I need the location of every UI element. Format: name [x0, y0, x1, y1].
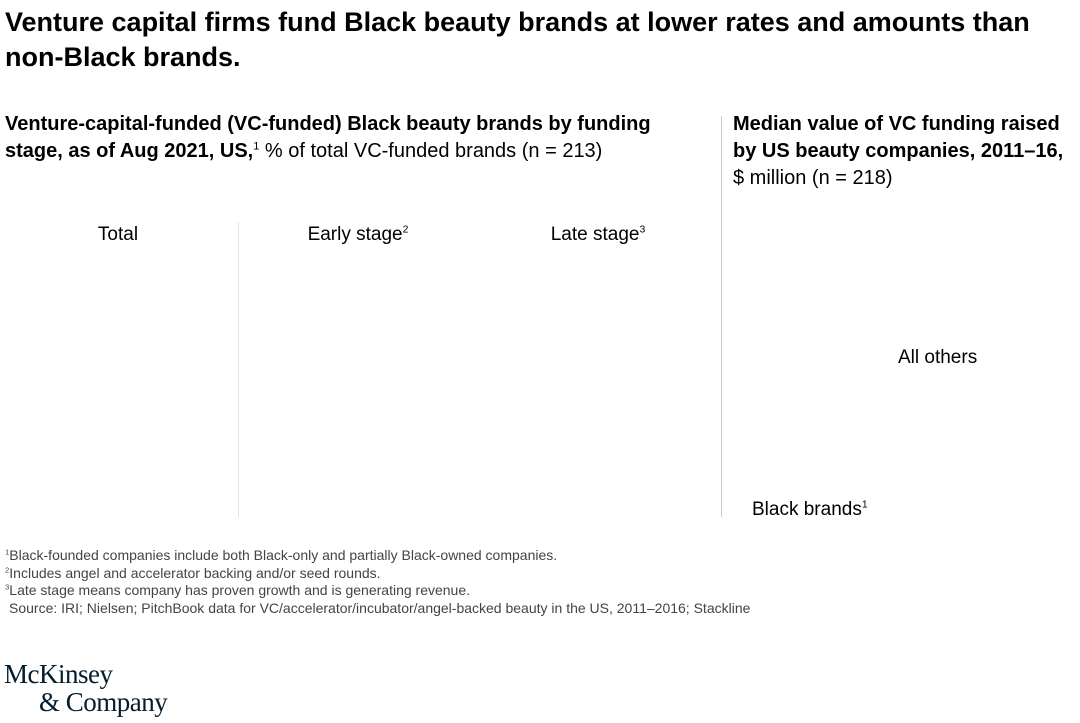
superscript: 3 [5, 582, 10, 592]
logo-line: & Company [39, 687, 168, 717]
label: Late stage [550, 224, 640, 245]
superscript: 3 [639, 224, 646, 236]
left-heading: Venture-capital-funded (VC-funded) Black… [5, 111, 685, 165]
superscript: 1 [253, 140, 260, 153]
footnote: 1Black-founded companies include both Bl… [5, 547, 1065, 565]
footnote: 3Late stage means company has proven gro… [5, 582, 1065, 600]
logo-line: McKinsey [4, 659, 113, 689]
footnote-text: Late stage means company has proven grow… [9, 582, 471, 598]
divider [238, 222, 239, 517]
bar-label: Black brands1 [752, 499, 868, 521]
footnote-text: Black-founded companies include both Bla… [9, 547, 558, 563]
label: All others [898, 347, 978, 368]
title: Venture capital firms fund Black beauty … [5, 7, 1030, 72]
bar-label: All others [898, 347, 977, 369]
logo: McKinsey & Company [4, 659, 168, 717]
column-label: Total [0, 224, 236, 246]
superscript: 1 [861, 499, 868, 511]
superscript: 2 [5, 564, 10, 574]
right-heading: Median value of VC funding raised by US … [733, 111, 1078, 192]
column-label: Late stage3 [480, 224, 716, 246]
footnotes: 1Black-founded companies include both Bl… [5, 547, 1065, 617]
heading-bold: Venture-capital-funded (VC-funded) Black… [5, 113, 651, 162]
heading-bold: Median value of VC funding raised by US … [733, 113, 1064, 162]
footnote: 2Includes angel and accelerator backing … [5, 565, 1065, 583]
source: Source: IRI; Nielsen; PitchBook data for… [9, 599, 751, 616]
label: Black brands [752, 499, 862, 520]
label: Total [97, 224, 139, 245]
superscript: 1 [5, 547, 10, 557]
superscript: 2 [402, 224, 409, 236]
column-label: Early stage2 [240, 224, 476, 246]
label: Early stage [307, 224, 403, 245]
divider [721, 116, 722, 517]
footnote-text: Includes angel and accelerator backing a… [9, 564, 381, 581]
heading-text: % of total VC-funded brands (n = 213) [264, 140, 603, 162]
heading-text: $ million (n = 218) [733, 167, 893, 189]
